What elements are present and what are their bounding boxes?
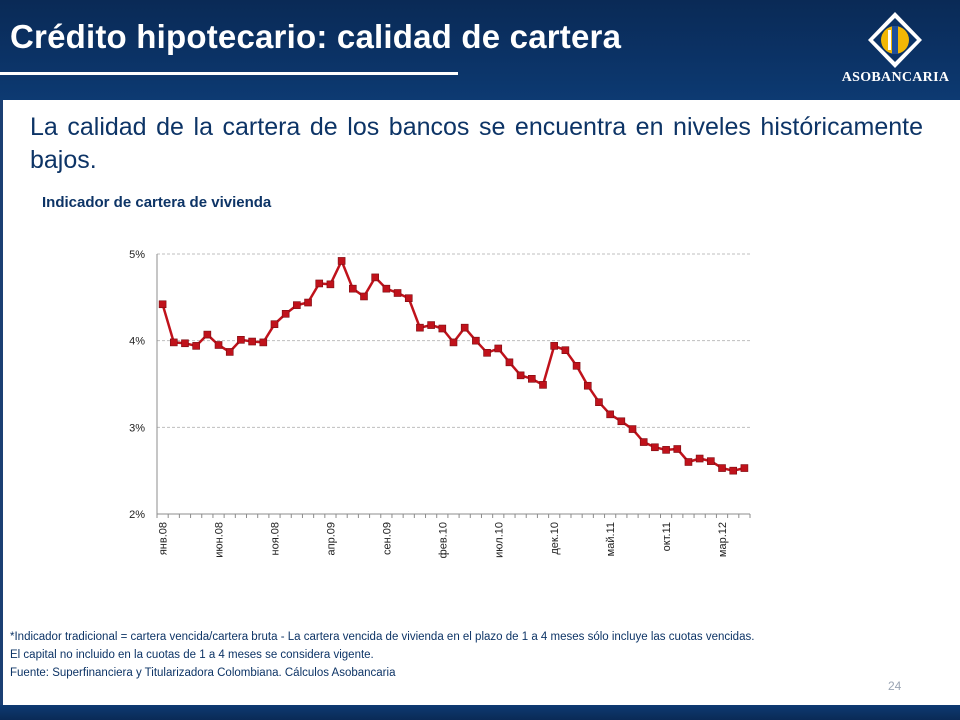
data-point xyxy=(248,337,256,346)
data-point xyxy=(158,300,167,309)
data-point xyxy=(337,257,346,265)
data-point xyxy=(237,336,245,344)
data-point xyxy=(449,338,458,347)
x-tick-label: фев.10 xyxy=(437,522,449,558)
data-point xyxy=(192,342,200,350)
line-chart: 2% 3% 4% 5% янв.08 июн.08 ноя.08 апр.09 сен.09 фе… xyxy=(129,249,751,558)
data-point xyxy=(505,358,514,367)
page-number: 24 xyxy=(888,679,902,693)
x-tick-label: июл.10 xyxy=(493,522,505,558)
data-point xyxy=(382,284,391,293)
data-point xyxy=(695,454,704,463)
data-point xyxy=(673,445,682,453)
data-point xyxy=(651,443,659,452)
y-tick-label: 2% xyxy=(129,509,145,521)
data-point xyxy=(740,464,749,472)
data-point xyxy=(528,375,536,383)
data-point xyxy=(281,310,290,318)
data-point xyxy=(416,323,424,332)
y-tick-label: 3% xyxy=(129,422,145,434)
data-point xyxy=(427,321,435,329)
data-point xyxy=(259,338,268,347)
asobancaria-logo-icon xyxy=(868,12,922,68)
footer-bar xyxy=(0,705,960,720)
data-point xyxy=(483,349,491,357)
data-point xyxy=(550,342,558,350)
data-point xyxy=(203,330,212,339)
note-definition: *Indicador tradicional = cartera vencida… xyxy=(10,631,755,643)
data-point xyxy=(606,410,614,419)
data-point xyxy=(583,381,592,390)
data-point xyxy=(494,344,503,353)
data-point xyxy=(472,336,480,345)
x-tick-label: ноя.08 xyxy=(269,522,281,555)
data-point xyxy=(270,320,279,328)
data-point xyxy=(662,446,670,454)
x-tick-label: сен.09 xyxy=(381,522,393,555)
x-tick-label: мар.12 xyxy=(717,522,729,557)
data-point xyxy=(729,466,738,475)
data-point xyxy=(360,292,368,301)
data-point xyxy=(539,381,547,389)
x-tick-label: июн.08 xyxy=(214,522,226,558)
series-line xyxy=(161,259,745,472)
logo-wordmark: ASOBANCARIA xyxy=(841,70,950,85)
chart-title: Indicador de cartera de vivienda xyxy=(42,194,272,211)
data-point xyxy=(293,301,301,309)
data-point xyxy=(707,457,715,465)
x-tick-label: май.11 xyxy=(605,522,617,556)
data-point xyxy=(371,273,379,282)
data-point xyxy=(404,294,413,303)
data-point xyxy=(617,417,626,426)
data-point xyxy=(214,341,223,349)
data-point xyxy=(438,324,447,333)
data-point xyxy=(326,280,335,289)
note-capital: El capital no incluido en la cuotas de 1… xyxy=(10,649,374,661)
data-point xyxy=(639,438,648,446)
x-tick-label: янв.08 xyxy=(158,522,170,555)
data-point xyxy=(315,279,324,288)
data-point xyxy=(684,458,693,466)
y-tick-label: 5% xyxy=(129,249,145,261)
x-tick-label: дек.10 xyxy=(549,522,561,555)
data-point xyxy=(304,298,312,307)
data-point xyxy=(718,464,726,472)
data-point xyxy=(572,362,581,370)
note-source: Fuente: Superfinanciera y Titularizadora… xyxy=(10,667,396,679)
data-point xyxy=(349,284,357,293)
data-point xyxy=(225,348,234,356)
data-point xyxy=(561,346,570,354)
data-point xyxy=(628,425,637,433)
data-point xyxy=(460,323,469,332)
footnotes: *Indicador tradicional = cartera vencida… xyxy=(10,628,910,682)
y-tick-label: 4% xyxy=(129,336,145,348)
header-bar: Crédito hipotecario: calidad de cartera … xyxy=(0,0,960,100)
data-point xyxy=(393,289,402,297)
data-point xyxy=(595,398,603,406)
slide-title: Crédito hipotecario: calidad de cartera xyxy=(10,18,622,55)
left-border xyxy=(0,100,3,705)
data-point xyxy=(181,339,189,348)
data-point xyxy=(169,338,178,347)
x-tick-label: окт.11 xyxy=(661,522,673,551)
x-tick-label: апр.09 xyxy=(325,522,337,555)
data-point xyxy=(516,371,525,380)
lead-paragraph: La calidad de la cartera de los bancos s… xyxy=(30,113,923,174)
title-underline xyxy=(0,72,458,75)
